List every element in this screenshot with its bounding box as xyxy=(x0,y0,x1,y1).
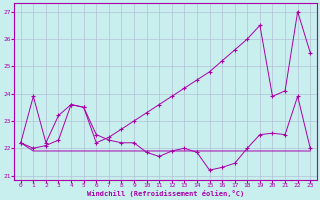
X-axis label: Windchill (Refroidissement éolien,°C): Windchill (Refroidissement éolien,°C) xyxy=(87,190,244,197)
